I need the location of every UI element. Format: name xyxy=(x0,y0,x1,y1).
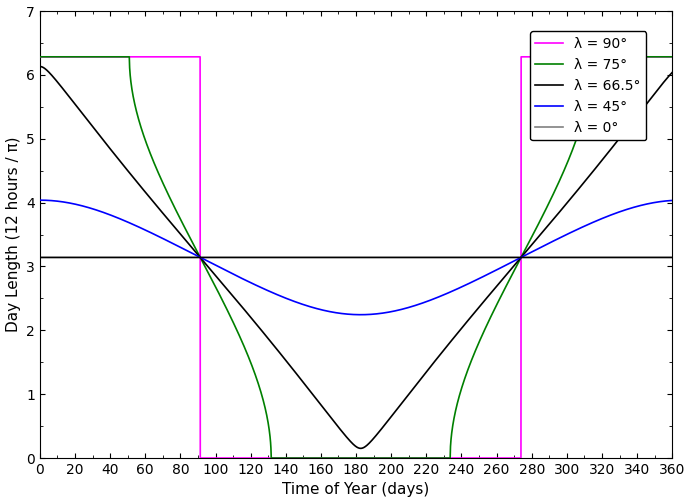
Y-axis label: Day Length (12 hours / π): Day Length (12 hours / π) xyxy=(6,137,21,332)
X-axis label: Time of Year (days): Time of Year (days) xyxy=(283,482,430,497)
Legend: λ = 90°, λ = 75°, λ = 66.5°, λ = 45°, λ = 0°: λ = 90°, λ = 75°, λ = 66.5°, λ = 45°, λ … xyxy=(530,31,646,140)
